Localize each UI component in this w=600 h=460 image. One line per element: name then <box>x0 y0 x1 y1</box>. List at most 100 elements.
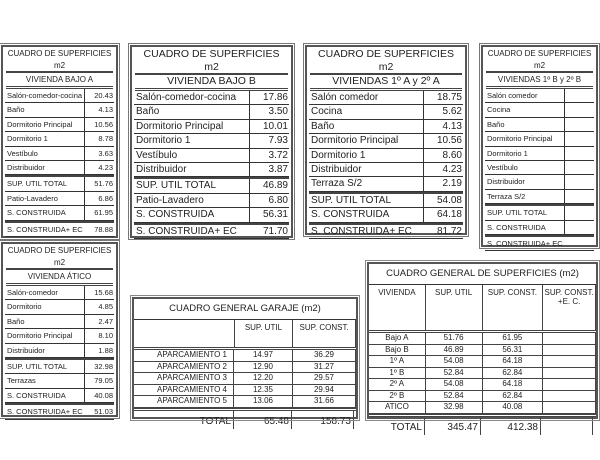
table-row: S. CONSTRUIDA+ EC 51.03 <box>5 403 114 420</box>
room-name: Cocina <box>311 106 343 118</box>
room-area: 4.13 <box>84 103 114 117</box>
table-cell: 13.06 <box>234 396 293 407</box>
room-name: Cocina <box>487 105 511 115</box>
room-area: 61.95 <box>84 206 114 220</box>
room-name: Salón comedor <box>487 91 538 100</box>
table-row: S. CONSTRUIDA <box>485 220 594 235</box>
table-title: CUADRO DE SUPERFICIES <box>487 49 592 58</box>
table-general-superficies: CUADRO GENERAL DE SUPERFICIES (m2) VIVIEN… <box>365 260 600 435</box>
room-area: 5.62 <box>423 105 463 119</box>
column-header: SUP. CONST. +E. C. <box>543 285 596 330</box>
room-name: Dormitorio Principal <box>7 331 73 341</box>
room-name: Vestíbulo <box>136 149 178 161</box>
table-cell: Bajo A <box>369 333 426 344</box>
column-header: SUP. UTIL <box>235 320 294 347</box>
column-header: SUP. UTIL <box>426 285 483 330</box>
table-row: APARCAMIENTO 3 12.20 29.57 <box>134 373 356 385</box>
room-area: 3.72 <box>249 148 289 162</box>
room-area: 4.23 <box>423 162 463 177</box>
room-area: 51.76 <box>84 177 114 191</box>
room-name: Vestíbulo <box>7 148 38 158</box>
total-cell <box>541 416 593 435</box>
table-unit: m2 <box>378 61 394 73</box>
table-row: Dormitorio Principal 10.56 <box>5 117 114 133</box>
room-name: Distribuidor <box>487 177 525 187</box>
table-cell: ATICO <box>369 402 426 413</box>
room-name: Patio-Lavadero <box>136 194 204 206</box>
table-row: APARCAMIENTO 2 12.90 31.27 <box>134 361 356 373</box>
room-name: S. CONSTRUIDA+ EC <box>7 224 83 234</box>
table-cell: 1º A <box>369 356 426 367</box>
room-area: 32.98 <box>84 359 114 374</box>
table-row: Baño 3.50 <box>134 105 289 120</box>
room-area: 8.78 <box>84 132 114 146</box>
room-name: Salón-comedor-cocina <box>136 92 237 103</box>
table-cell: 31.27 <box>293 361 356 372</box>
table-row: S. CONSTRUIDA+ EC 71.70 <box>134 222 289 239</box>
room-name: SUP. UTIL TOTAL <box>487 208 548 218</box>
table-cell: 40.08 <box>483 402 544 413</box>
table-garaje: CUADRO GENERAL GARAJE (m2) SUP. UTIL SUP. … <box>130 295 360 429</box>
table-row: 2º B 52.84 62.84 <box>369 390 596 402</box>
table-row: Distribuidor 4.23 <box>5 160 114 176</box>
room-name: Dormitorio Principal <box>487 134 553 144</box>
room-area <box>564 132 594 146</box>
table-cell: 12.35 <box>234 384 293 395</box>
table-cell <box>543 333 596 344</box>
table-cell: 64.18 <box>483 379 544 390</box>
room-area: 46.89 <box>249 179 289 193</box>
room-area <box>565 237 594 250</box>
table-cell <box>543 356 596 367</box>
table-title: CUADRO DE SUPERFICIES <box>318 48 454 60</box>
table-row: 1º A 54.08 64.18 <box>369 356 596 368</box>
table-cell: Bajo B <box>369 344 426 355</box>
room-area: 2.47 <box>84 314 114 329</box>
table-row: Cocina 5.62 <box>309 105 463 120</box>
room-area: 79.05 <box>84 374 114 388</box>
table-row: Dormitorio 1 <box>485 146 594 161</box>
table-row: Salón-comedor-cocina 17.86 <box>134 91 289 106</box>
room-name: Distribuidor <box>7 162 45 172</box>
total-cell: 412.38 <box>481 416 541 435</box>
table-row: Salón-comedor 15.68 <box>5 286 114 301</box>
table-cell: 54.08 <box>426 356 483 367</box>
room-name: Terrazas <box>7 376 36 386</box>
total-row: TOTAL 345.47 412.38 <box>369 413 596 435</box>
table-row: Patio-Lavadero 6.86 <box>5 191 114 207</box>
table-unit: m2 <box>53 61 66 70</box>
table-subtitle: VIVIENDA BAJO B <box>135 73 288 91</box>
room-name: S. CONSTRUIDA <box>136 209 215 221</box>
room-area: 20.43 <box>84 89 114 103</box>
room-name: S. CONSTRUIDA <box>487 222 546 232</box>
table-cell: 52.84 <box>426 367 483 378</box>
room-area: 10.56 <box>84 117 114 132</box>
table-cell: 14.97 <box>234 350 293 361</box>
table-row: Terrazas 79.05 <box>5 374 114 389</box>
room-area: 3.87 <box>249 162 289 177</box>
table-row: Terraza S/2 2.19 <box>309 177 463 192</box>
table-row: SUP. UTIL TOTAL 51.76 <box>5 175 114 192</box>
room-name: Dormitorio 1 <box>487 148 528 158</box>
table-cell: APARCAMIENTO 1 <box>134 350 234 361</box>
column-header: VIVIENDA <box>369 285 426 330</box>
room-name: Baño <box>487 119 505 129</box>
table-cell: 2º A <box>369 379 426 390</box>
room-area: 6.86 <box>84 191 114 206</box>
table-cell: 36.29 <box>293 350 356 361</box>
table-cell <box>543 390 596 401</box>
room-name: Dormitorio 1 <box>7 134 48 144</box>
table-row: Vestíbulo 3.63 <box>5 146 114 161</box>
table-cell <box>543 379 596 390</box>
table-row: S. CONSTRUIDA 56.31 <box>134 208 289 223</box>
header-row: VIVIENDA SUP. UTIL SUP. CONST. SUP. CONST. … <box>369 285 596 333</box>
table-row: Patio-Lavadero 6.80 <box>134 193 289 209</box>
room-area: 7.93 <box>249 134 289 148</box>
room-area: 64.18 <box>423 208 463 222</box>
table-row: Salón comedor 18.75 <box>309 91 463 106</box>
table-row: S. CONSTRUIDA 61.95 <box>5 206 114 221</box>
room-area: 15.68 <box>84 286 114 300</box>
room-name: S. CONSTRUIDA <box>7 208 66 218</box>
table-title: CUADRO DE SUPERFICIES <box>7 246 112 255</box>
table-row: Baño 4.13 <box>309 119 463 135</box>
table-subtitle: VIVIENDAS 1º A y 2º A <box>310 73 462 91</box>
